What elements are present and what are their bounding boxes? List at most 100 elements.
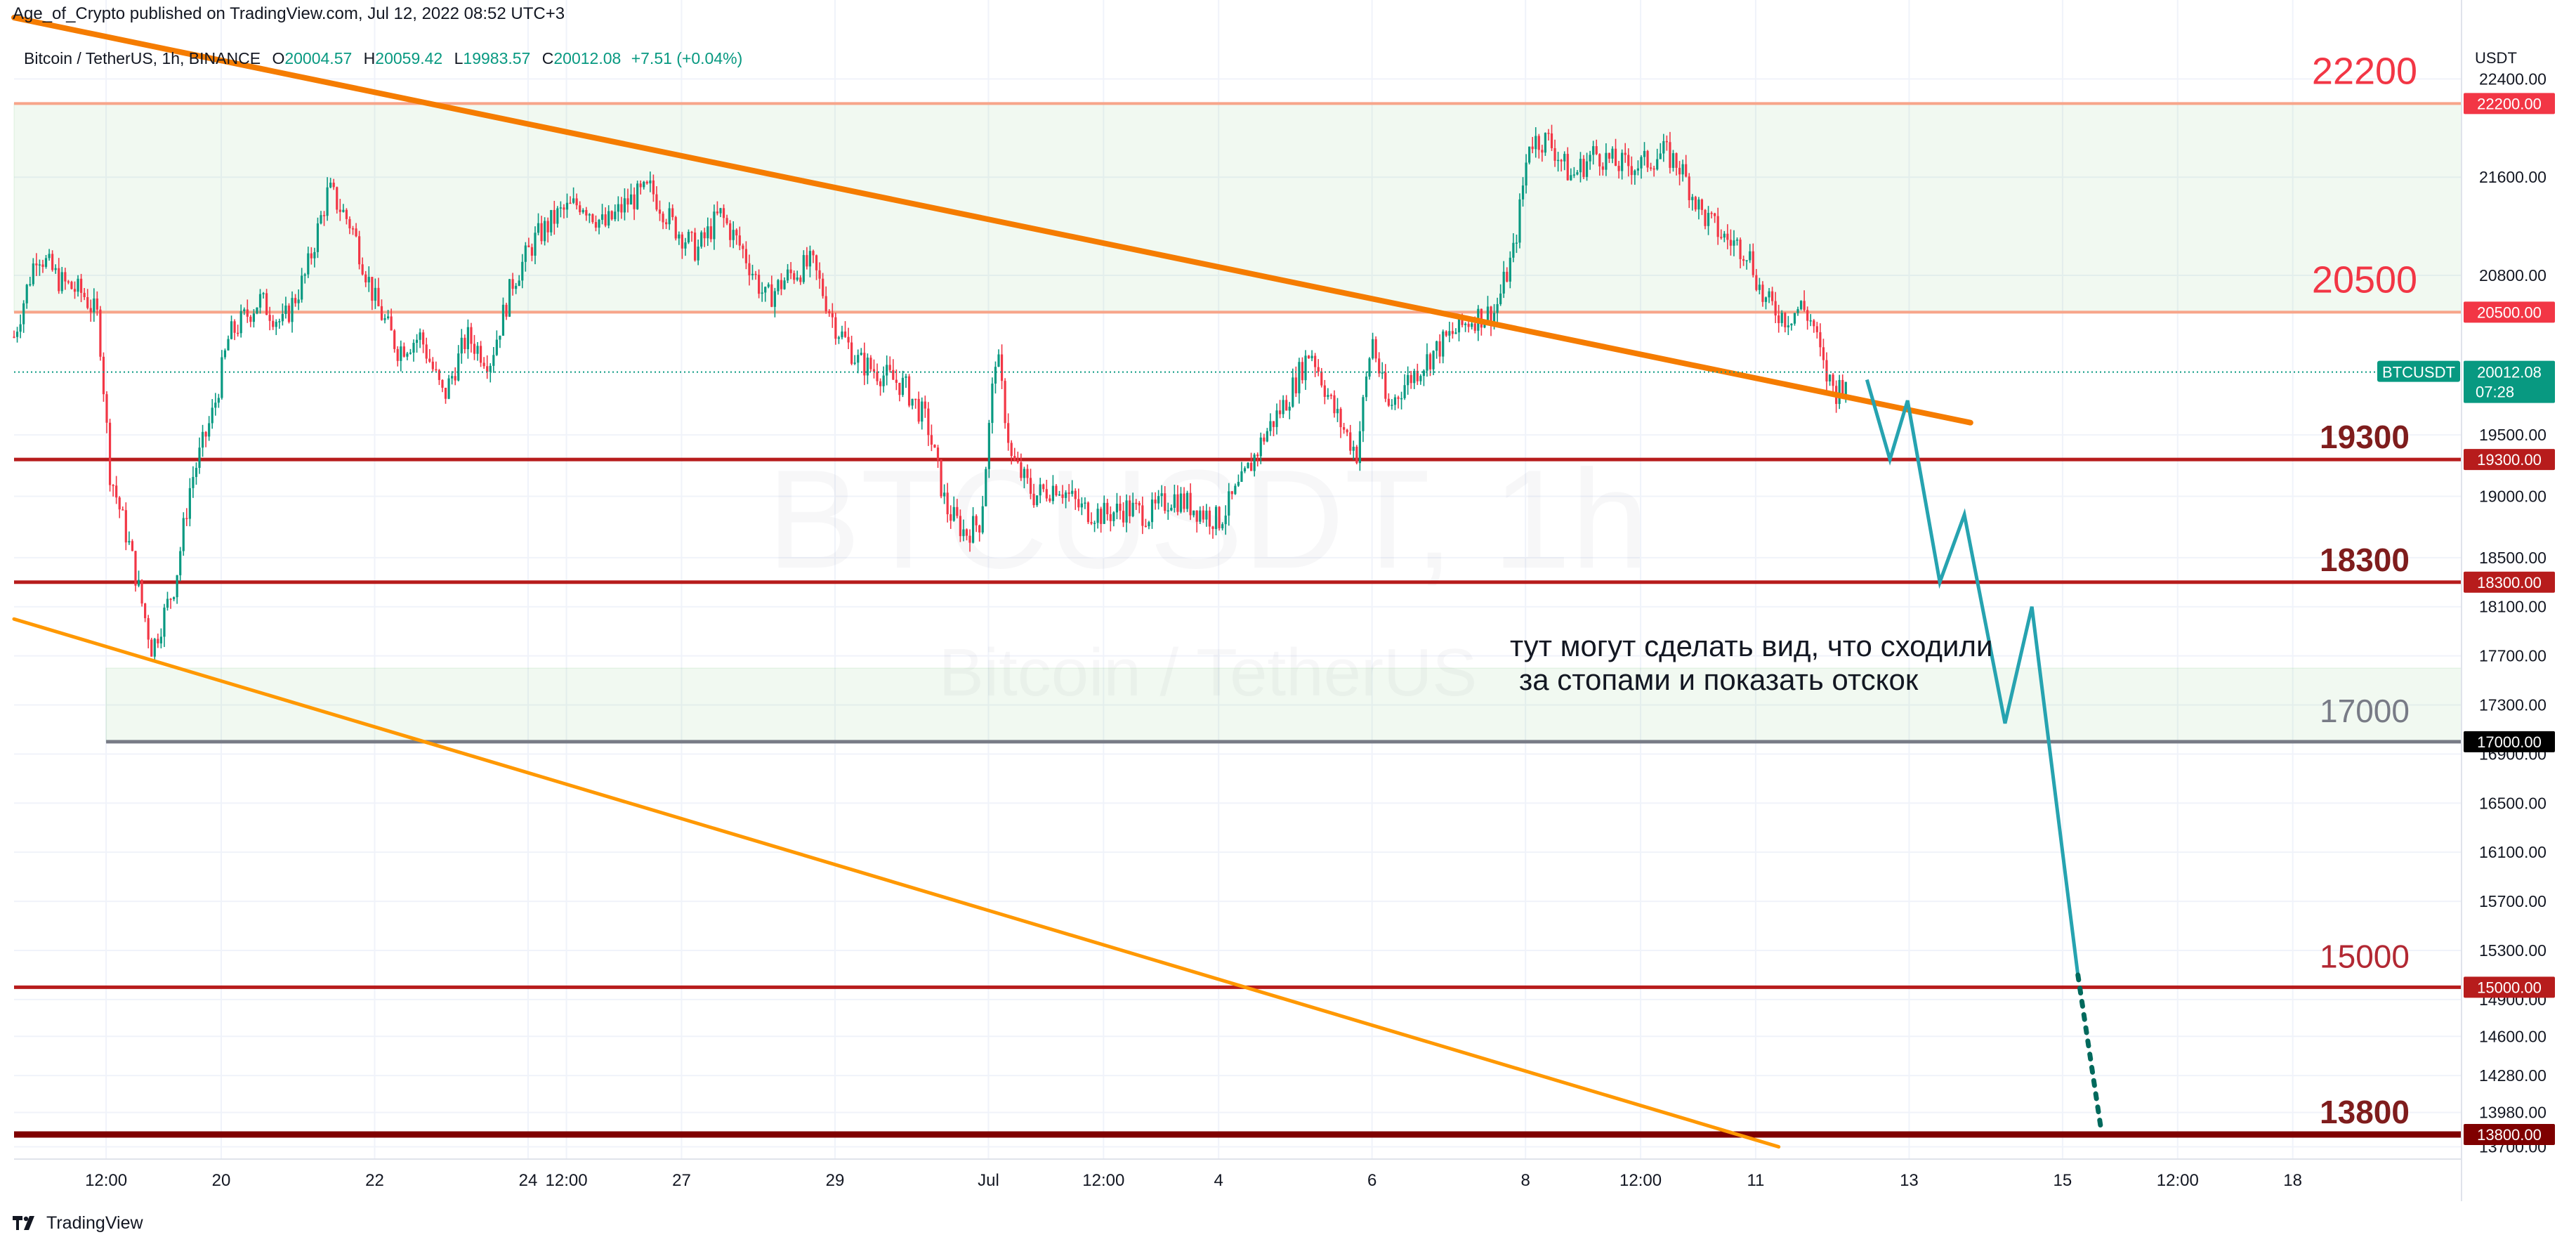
candle-body <box>1499 293 1502 304</box>
level-text-18300: 18300 <box>2320 542 2410 578</box>
tradingview-logo[interactable]: TradingView <box>13 1213 143 1234</box>
candle-body <box>1550 133 1553 148</box>
y-tick-label: 13980.00 <box>2479 1104 2547 1122</box>
candles <box>13 124 1847 662</box>
x-tick-label: 12:00 <box>2157 1171 2199 1190</box>
candle-body <box>1298 362 1301 393</box>
annotation[interactable]: тут могут сделать вид, что сходили за ст… <box>1510 629 1992 696</box>
candle-body <box>575 198 578 206</box>
y-tick-label: 16500.00 <box>2479 794 2547 812</box>
candle-body <box>1160 493 1163 497</box>
price-badge-20500 <box>2464 301 2555 323</box>
candle-body <box>441 379 444 388</box>
y-tick-label: 15300.00 <box>2479 941 2547 960</box>
candle-body <box>214 403 217 408</box>
candle-body <box>1442 331 1445 357</box>
candle-body <box>1426 354 1428 371</box>
bar-countdown-text: 07:28 <box>2476 384 2514 401</box>
candle-body <box>761 292 763 294</box>
candle-body <box>802 255 805 282</box>
candle-body <box>770 284 773 307</box>
candle-body <box>1103 502 1105 524</box>
trendlines[interactable] <box>11 15 1973 1149</box>
candle-body <box>1691 197 1694 200</box>
candle-body <box>329 183 332 188</box>
candle-body <box>936 447 940 460</box>
candle-body <box>518 280 520 286</box>
candle-body <box>1365 377 1368 398</box>
candle-body <box>1601 166 1604 170</box>
candle-body <box>307 253 310 275</box>
candle-body <box>1086 502 1090 523</box>
candle-body <box>1563 154 1566 162</box>
candle-body <box>1432 351 1435 370</box>
y-tick-label: 14600.00 <box>2479 1027 2547 1045</box>
candle-body <box>460 337 463 354</box>
candle-body <box>777 280 780 292</box>
candle-body <box>367 277 370 282</box>
candle-body <box>994 367 997 384</box>
candle-body <box>1492 313 1496 326</box>
candle-body <box>1049 498 1051 502</box>
candle-body <box>1735 240 1739 241</box>
candle-body <box>1096 509 1099 523</box>
candle-body <box>1106 502 1109 515</box>
candle-body <box>1595 146 1598 155</box>
candle-body <box>639 183 642 188</box>
candle-body <box>380 306 383 320</box>
candle-body <box>1659 153 1662 159</box>
candle-body <box>658 209 662 214</box>
candle-body <box>645 181 648 184</box>
price-badge-18300 <box>2464 571 2555 593</box>
candle-body <box>585 209 588 216</box>
candle-body <box>140 580 143 604</box>
candle-body <box>93 298 96 313</box>
candle-body <box>371 277 374 301</box>
candle-body <box>786 269 789 281</box>
candle-body <box>211 407 213 424</box>
tradingview-logo-icon <box>13 1215 34 1230</box>
candle-body <box>534 233 537 256</box>
candle-body <box>1803 301 1806 310</box>
x-tick-label: 18 <box>2283 1171 2302 1190</box>
candle-body <box>1409 374 1412 384</box>
candle-body <box>617 204 619 212</box>
candle-body <box>159 636 162 643</box>
candle-body <box>649 180 652 184</box>
candle-body <box>431 361 434 370</box>
candle-body <box>1150 499 1154 523</box>
candle-body <box>1183 493 1185 509</box>
candle-body <box>1636 168 1640 171</box>
candle-body <box>409 352 412 354</box>
candle-body <box>1790 323 1793 326</box>
candle-body <box>192 476 195 488</box>
candle-body <box>489 365 492 372</box>
candle-body <box>860 353 862 355</box>
axes: USDT 22400.00 21600.00 20800.00 19500.00 1900… <box>14 0 2555 1201</box>
projection[interactable] <box>1865 379 2104 1131</box>
candle-body <box>144 603 147 618</box>
candle-body <box>933 444 936 448</box>
close-value: 20012.08 <box>553 49 622 67</box>
levels <box>14 102 2462 1138</box>
symbol-info[interactable]: Bitcoin / TetherUS, 1h, BINANCE O20004.5… <box>24 49 742 68</box>
candle-body <box>872 369 876 372</box>
level-text-15000: 15000 <box>2320 938 2410 974</box>
candle-body <box>256 307 258 314</box>
candle-body <box>981 506 984 533</box>
candle-body <box>1240 471 1243 482</box>
candle-body <box>898 382 901 395</box>
candle-body <box>907 376 911 406</box>
candle-body <box>262 293 265 294</box>
close-label: C <box>541 49 554 67</box>
candle-body <box>268 315 271 321</box>
candle-body <box>223 350 227 358</box>
x-tick-label: 12:00 <box>85 1171 127 1190</box>
candle-body <box>1832 374 1834 386</box>
candle-body <box>400 346 402 361</box>
candle-body <box>956 506 959 516</box>
candle-body <box>1640 157 1643 169</box>
candle-body <box>1770 291 1774 301</box>
candle-body <box>1119 504 1122 511</box>
